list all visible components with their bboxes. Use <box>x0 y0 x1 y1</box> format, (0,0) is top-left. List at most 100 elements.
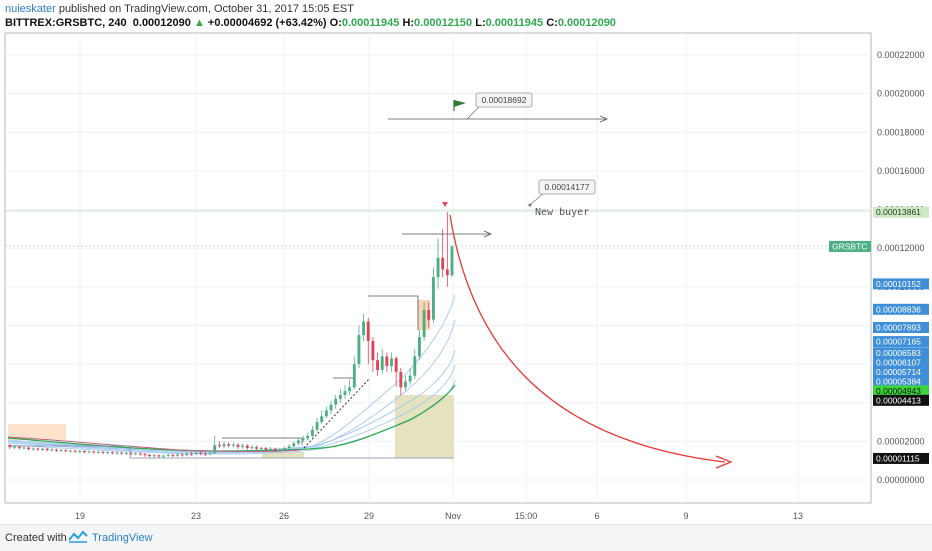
candle-body <box>148 454 152 456</box>
candle-body <box>431 277 435 320</box>
callout-box-1[interactable] <box>475 92 533 108</box>
price-label-box <box>873 366 929 378</box>
price-label-box <box>873 356 929 368</box>
callout-box-2[interactable] <box>538 179 596 195</box>
candle-body <box>269 448 272 450</box>
callout-text-14177: 0.00014177 <box>545 182 590 192</box>
price-label-text: 0.00008836 <box>876 304 921 314</box>
candle-body <box>231 444 235 446</box>
x-tick-label: 19 <box>75 511 85 521</box>
price-label-text: 0.00004413 <box>876 395 921 405</box>
candle-body <box>362 321 366 336</box>
candle-body <box>45 448 49 451</box>
candle-body <box>441 257 445 270</box>
author-link[interactable]: nuieskater <box>5 3 56 15</box>
buy-level-arrowhead <box>483 230 493 238</box>
x-tick-label: 9 <box>683 511 688 521</box>
candle-body <box>352 364 356 388</box>
y-tick-label: 0.00018000 <box>877 127 925 137</box>
candle-body <box>283 448 286 450</box>
candle-body <box>450 246 454 276</box>
price-label-box <box>873 303 929 315</box>
candle-body <box>380 356 384 370</box>
high-value: 0.00012150 <box>414 17 473 29</box>
candle-body <box>180 454 184 456</box>
support-line <box>8 445 454 459</box>
price-label-box <box>873 394 929 406</box>
candle-body <box>78 451 82 453</box>
candle-body <box>176 454 179 456</box>
candle-body <box>87 451 91 453</box>
candle-body <box>73 450 77 452</box>
projection-curve-arrow[interactable] <box>449 214 726 463</box>
cloud-band-left <box>8 424 66 440</box>
price-axis[interactable]: 0.00022000 0.00020000 0.00018000 0.00016000… <box>877 50 925 485</box>
candle-body <box>129 452 133 454</box>
trend-dotted-line <box>303 377 371 449</box>
candle-body <box>227 444 231 446</box>
candle-body <box>134 453 138 455</box>
candle-body <box>8 445 12 448</box>
price-label-text: 0.00007893 <box>876 323 921 333</box>
tradingview-logo-icon[interactable] <box>68 530 88 544</box>
price-label-text: 0.00004943 <box>876 386 921 396</box>
candle-body <box>422 310 426 338</box>
candle-body <box>124 452 128 454</box>
drawings: 0.00018692 0.00014177 New buyer <box>5 92 871 469</box>
candle-body <box>41 448 45 450</box>
candle-body <box>171 454 175 456</box>
candle-body <box>120 452 124 454</box>
x-tick-label: 23 <box>191 511 201 521</box>
candle-body <box>213 445 217 454</box>
price-label-box <box>873 278 929 290</box>
candle-body <box>371 340 375 361</box>
candle-body <box>22 447 26 449</box>
candle-body <box>245 445 249 448</box>
candle-body <box>241 445 245 447</box>
ohlc-line: BITTREX:GRSBTC, 240 0.00012090 ▲ +0.0000… <box>5 17 616 29</box>
candle-body <box>278 449 282 451</box>
indicator-overlays <box>7 294 456 459</box>
tradingview-link[interactable]: TradingView <box>92 532 153 544</box>
close-label: C: <box>546 17 558 29</box>
price-label-box <box>873 322 929 334</box>
candle-body <box>445 269 449 276</box>
open-label: O: <box>329 17 342 29</box>
candle-body <box>264 447 268 450</box>
candle-body <box>64 450 68 452</box>
x-tick-label: 26 <box>279 511 289 521</box>
candle-body <box>417 337 421 357</box>
price-label-text: 0.00001115 <box>876 453 920 463</box>
price-label-box <box>873 347 929 359</box>
price-label-text: 0.00006107 <box>876 357 921 367</box>
candle-body <box>69 450 72 452</box>
time-axis[interactable]: 19 23 26 29 Nov 15:00 6 9 13 <box>75 511 803 521</box>
peak-marker-icon <box>442 202 448 207</box>
note-new-buyer: New buyer <box>535 207 589 218</box>
candle-body <box>162 455 165 457</box>
candle-body <box>110 452 114 454</box>
candle-body <box>82 451 86 453</box>
candle-body <box>143 454 147 456</box>
change-arrow-icon: ▲ <box>193 17 205 29</box>
y-tick-label: 0.00020000 <box>877 89 925 99</box>
price-label-text: 0.00010152 <box>876 279 921 289</box>
published-text: published on TradingView.com, October 31… <box>55 3 354 15</box>
last-price: 0.00012090 <box>132 17 191 29</box>
candle-body <box>190 453 193 455</box>
candle-body <box>259 447 263 449</box>
ema-line-5 <box>7 319 456 453</box>
callout-anchor-2 <box>528 203 532 207</box>
candle-body <box>292 443 296 447</box>
candle-body <box>255 447 259 449</box>
callout-text-18692: 0.00018692 <box>482 95 527 105</box>
candle-body <box>413 356 417 376</box>
price-label-text: 0.00007165 <box>876 337 921 347</box>
candle-body <box>390 358 393 367</box>
price-label-box <box>829 240 871 252</box>
y-tick-label: 0.00022000 <box>877 50 925 60</box>
price-label-text: 0.00005384 <box>876 376 921 386</box>
price-chart[interactable]: 0.00018692 0.00014177 New buyer 0.000220… <box>0 0 932 524</box>
candle-body <box>185 453 189 456</box>
candle-body <box>217 445 221 447</box>
